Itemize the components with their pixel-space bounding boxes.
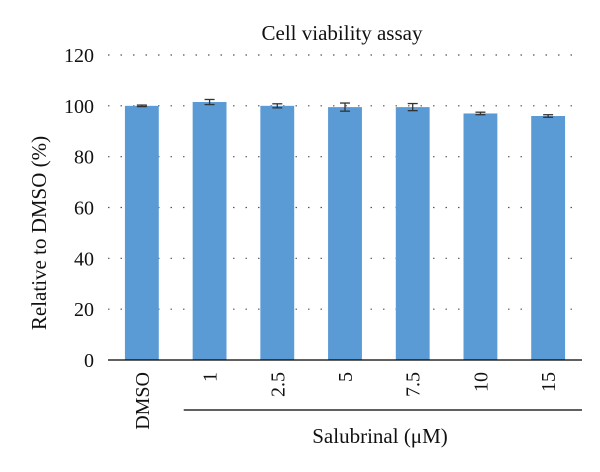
error-bar (407, 102, 418, 112)
bar (395, 107, 430, 361)
y-axis-ticks: 0 20 40 60 80 100 120 (64, 45, 94, 372)
error-bars (136, 98, 554, 118)
error-bar (136, 104, 147, 108)
error-bar (543, 114, 554, 118)
bar (328, 107, 362, 361)
y-axis-label: Relative to DMSO (%) (27, 136, 51, 330)
bar (124, 105, 159, 360)
group-label: Salubrinal (μM) (312, 424, 448, 448)
x-tick-label: 1 (200, 372, 222, 382)
y-tick-label: 120 (64, 45, 94, 67)
x-axis-ticks: DMSO 1 2.5 5 7.5 10 15 (132, 372, 560, 430)
y-tick-label: 60 (74, 198, 94, 220)
x-tick-label: 7.5 (403, 372, 425, 397)
y-tick-label: 20 (74, 299, 94, 321)
bars (124, 102, 566, 361)
x-tick-label: DMSO (132, 372, 154, 430)
y-tick-label: 0 (84, 350, 94, 372)
x-tick-label: 5 (335, 372, 357, 382)
error-bar (272, 103, 283, 109)
y-tick-label: 40 (74, 248, 94, 270)
x-tick-label: 2.5 (267, 372, 289, 397)
chart-title: Cell viability assay (262, 21, 423, 45)
bar (260, 105, 295, 360)
bar (463, 113, 498, 360)
error-bar (475, 111, 486, 116)
x-tick-label: 15 (538, 372, 560, 392)
error-bar (204, 98, 215, 106)
y-tick-label: 100 (64, 96, 94, 118)
x-tick-label: 10 (470, 372, 492, 392)
bar (531, 116, 566, 360)
y-tick-label: 80 (74, 147, 94, 169)
error-bar (340, 102, 350, 112)
bar (192, 102, 227, 360)
